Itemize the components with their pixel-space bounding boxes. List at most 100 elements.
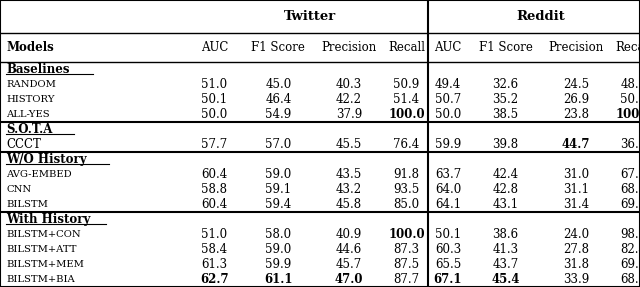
Text: 31.8: 31.8 <box>563 258 589 271</box>
Text: 45.5: 45.5 <box>335 138 362 151</box>
Text: 50.9: 50.9 <box>393 78 420 91</box>
Text: 100.0: 100.0 <box>388 108 425 121</box>
Text: 35.2: 35.2 <box>493 93 518 106</box>
Text: 57.0: 57.0 <box>265 138 292 151</box>
Text: 42.4: 42.4 <box>493 168 518 181</box>
Text: AVG-EMBED: AVG-EMBED <box>6 170 72 179</box>
Text: 59.4: 59.4 <box>265 198 292 211</box>
Text: 87.3: 87.3 <box>394 243 419 256</box>
Text: Baselines: Baselines <box>6 63 70 76</box>
Text: 100.0: 100.0 <box>388 228 425 241</box>
Text: 62.7: 62.7 <box>200 273 228 286</box>
Text: 44.6: 44.6 <box>335 243 362 256</box>
Text: 26.9: 26.9 <box>563 93 589 106</box>
Text: 68.5: 68.5 <box>621 183 640 196</box>
Text: 65.5: 65.5 <box>435 258 461 271</box>
Text: BILSTM+CON: BILSTM+CON <box>6 230 81 239</box>
Text: 37.9: 37.9 <box>335 108 362 121</box>
Text: 64.1: 64.1 <box>435 198 461 211</box>
Text: BILSTM+BIA: BILSTM+BIA <box>6 275 75 284</box>
Text: 100.0: 100.0 <box>615 108 640 121</box>
Text: 59.1: 59.1 <box>266 183 291 196</box>
Text: 45.8: 45.8 <box>336 198 362 211</box>
Text: 47.0: 47.0 <box>335 273 363 286</box>
Text: 43.7: 43.7 <box>492 258 519 271</box>
Text: 51.4: 51.4 <box>394 93 419 106</box>
Text: 87.5: 87.5 <box>394 258 419 271</box>
Text: 31.4: 31.4 <box>563 198 589 211</box>
Text: 44.7: 44.7 <box>562 138 590 151</box>
Text: Recall: Recall <box>388 41 425 54</box>
Text: CNN: CNN <box>6 185 31 194</box>
Text: 48.7: 48.7 <box>621 78 640 91</box>
Text: With History: With History <box>6 213 91 226</box>
Text: 42.8: 42.8 <box>493 183 518 196</box>
Text: 59.9: 59.9 <box>265 258 292 271</box>
Text: Recall: Recall <box>615 41 640 54</box>
Text: 31.0: 31.0 <box>563 168 589 181</box>
Text: ALL-YES: ALL-YES <box>6 110 50 119</box>
Text: 45.7: 45.7 <box>335 258 362 271</box>
Text: 24.5: 24.5 <box>563 78 589 91</box>
Text: 43.5: 43.5 <box>335 168 362 181</box>
Text: 67.2: 67.2 <box>621 168 640 181</box>
Text: 69.9: 69.9 <box>620 258 640 271</box>
Text: 60.3: 60.3 <box>435 243 461 256</box>
Text: 51.0: 51.0 <box>202 228 227 241</box>
Text: 57.7: 57.7 <box>201 138 228 151</box>
Text: 61.3: 61.3 <box>202 258 227 271</box>
Text: CCCT: CCCT <box>6 138 41 151</box>
Text: 87.7: 87.7 <box>394 273 419 286</box>
Text: 23.8: 23.8 <box>563 108 589 121</box>
Text: 42.2: 42.2 <box>336 93 362 106</box>
Text: AUC: AUC <box>435 41 461 54</box>
Text: HISTORY: HISTORY <box>6 95 55 104</box>
Text: 58.0: 58.0 <box>266 228 291 241</box>
Text: F1 Score: F1 Score <box>479 41 532 54</box>
Text: 59.9: 59.9 <box>435 138 461 151</box>
Text: Precision: Precision <box>321 41 376 54</box>
Text: 40.9: 40.9 <box>335 228 362 241</box>
Text: AUC: AUC <box>201 41 228 54</box>
Text: 39.8: 39.8 <box>493 138 518 151</box>
Text: 82.4: 82.4 <box>621 243 640 256</box>
Text: 58.4: 58.4 <box>202 243 227 256</box>
Text: 33.9: 33.9 <box>563 273 589 286</box>
Text: 49.4: 49.4 <box>435 78 461 91</box>
Text: 40.3: 40.3 <box>335 78 362 91</box>
Text: 51.0: 51.0 <box>202 78 227 91</box>
Text: 45.4: 45.4 <box>492 273 520 286</box>
Text: 38.5: 38.5 <box>493 108 518 121</box>
Text: 61.1: 61.1 <box>264 273 292 286</box>
Text: 32.6: 32.6 <box>493 78 518 91</box>
Text: 24.0: 24.0 <box>563 228 589 241</box>
Text: 50.7: 50.7 <box>435 93 461 106</box>
Text: 98.3: 98.3 <box>621 228 640 241</box>
Text: 43.1: 43.1 <box>493 198 518 211</box>
Text: Models: Models <box>6 41 54 54</box>
Text: W/O History: W/O History <box>6 153 87 166</box>
Text: S.O.T.A: S.O.T.A <box>6 123 52 136</box>
Text: 36.0: 36.0 <box>620 138 640 151</box>
Text: 43.2: 43.2 <box>336 183 362 196</box>
Text: 59.0: 59.0 <box>265 168 292 181</box>
Text: 63.7: 63.7 <box>435 168 461 181</box>
Text: 76.4: 76.4 <box>393 138 420 151</box>
Text: 46.4: 46.4 <box>265 93 292 106</box>
Text: 64.0: 64.0 <box>435 183 461 196</box>
Text: 50.1: 50.1 <box>202 93 227 106</box>
Text: Precision: Precision <box>548 41 604 54</box>
Text: 50.1: 50.1 <box>435 228 461 241</box>
Text: Reddit: Reddit <box>516 10 565 23</box>
Text: 93.5: 93.5 <box>393 183 420 196</box>
Text: Twitter: Twitter <box>284 10 337 23</box>
Text: 50.9: 50.9 <box>620 93 640 106</box>
Text: 85.0: 85.0 <box>394 198 419 211</box>
Text: 50.0: 50.0 <box>201 108 228 121</box>
Text: 67.1: 67.1 <box>434 273 462 286</box>
Text: BILSTM+MEM: BILSTM+MEM <box>6 260 84 269</box>
Text: 54.9: 54.9 <box>265 108 292 121</box>
Text: F1 Score: F1 Score <box>252 41 305 54</box>
Text: 27.8: 27.8 <box>563 243 589 256</box>
Text: 38.6: 38.6 <box>493 228 518 241</box>
